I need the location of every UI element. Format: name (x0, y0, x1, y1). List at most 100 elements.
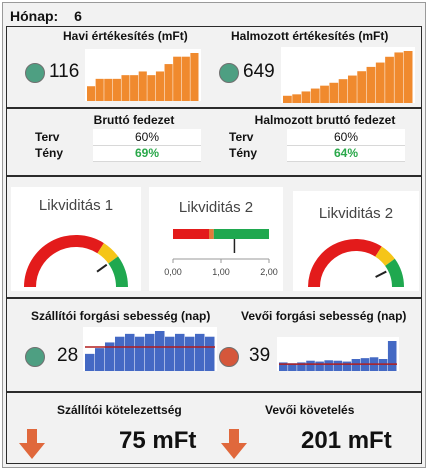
liquidity-1-gauge-band (97, 243, 119, 264)
monthly-sales-bar (155, 71, 165, 101)
cumulative-actual-label: Tény (229, 146, 258, 160)
liquidity-2-tick-label: 2,00 (260, 267, 278, 277)
gross-margin-actual-row: Tény 69% (31, 145, 201, 162)
cumulative-sales-bar (338, 79, 348, 103)
turnover-section: Szállítói forgási sebesség (nap) Vevői f… (6, 298, 422, 392)
liquidity-1-title: Likviditás 1 (38, 197, 114, 214)
supplier-turnover-bar (205, 336, 215, 371)
supplier-turnover-indicator (25, 347, 45, 367)
down-arrow-icon (19, 429, 45, 459)
cumulative-sales-bar (301, 91, 311, 103)
monthly-sales-bar (87, 86, 96, 101)
liquidity-2-bullet-chart: 0,00 1,00 2,00 (164, 229, 278, 277)
receivables-title: Vevői követelés (265, 403, 355, 417)
gross-plan-label: Terv (35, 130, 60, 144)
receivables-value: 201 mFt (301, 427, 392, 454)
customer-turnover-indicator (219, 347, 239, 367)
cumulative-sales-bar (283, 95, 292, 103)
supplier-turnover-bar (145, 333, 155, 371)
liquidity-2-gauge-band (385, 258, 404, 287)
liquidity-2-gauge-needle (375, 270, 387, 278)
liquidity-2-tick-label: 1,00 (212, 267, 230, 277)
liquidity-2-gauge-band (375, 246, 395, 266)
supplier-turnover-bar (185, 336, 195, 371)
supplier-turnover-bar (95, 348, 105, 371)
supplier-turnover-bar (135, 336, 145, 371)
monthly-sales-bar (95, 78, 104, 101)
monthly-sales-chart (85, 49, 201, 101)
cumulative-sales-indicator (219, 63, 239, 83)
customer-turnover-bar (342, 361, 352, 371)
gross-actual-label: Tény (35, 146, 64, 160)
liquidity-1-gauge-band (108, 256, 128, 287)
cumulative-sales-bar (292, 94, 302, 103)
liquidity-section: Likviditás 1 Likviditás 2 0,00 1,00 2,00 L… (6, 176, 422, 298)
sales-section: Havi értékesítés (mFt) Halmozott értékes… (6, 26, 422, 108)
cumulative-sales-value: 649 (243, 61, 275, 82)
gross-margin-title: Bruttó fedezet (93, 113, 175, 127)
monthly-sales-bar (121, 75, 130, 101)
gross-plan-value: 60% (93, 129, 201, 146)
customer-turnover-bar (297, 362, 306, 371)
cumulative-sales-bar (366, 66, 376, 103)
gross-margin-block: Bruttó fedezet Terv 60% Tény 69% (31, 113, 201, 162)
monthly-sales-bar (164, 64, 173, 101)
supplier-turnover-bar (175, 333, 185, 371)
monthly-sales-bar (138, 71, 147, 101)
cumulative-sales-bar (320, 85, 329, 103)
supplier-turnover-bar (125, 333, 135, 371)
liquidity-2-gauge (308, 239, 404, 287)
cumulative-sales-bar (329, 82, 339, 103)
cumulative-sales-bar (403, 51, 413, 103)
cumulative-sales-bar (375, 62, 385, 103)
cumulative-plan-label: Terv (229, 130, 254, 144)
supplier-turnover-bar (115, 336, 125, 371)
monthly-sales-bar (190, 53, 199, 101)
cumulative-sales-bar (357, 71, 367, 103)
supplier-turnover-title: Szállítói forgási sebesség (nap) (31, 309, 211, 323)
customer-turnover-bar (351, 359, 361, 371)
down-arrow-icon (221, 429, 247, 459)
supplier-turnover-chart (83, 327, 217, 371)
month-label: Hónap: (10, 8, 59, 24)
monthly-sales-title: Havi értékesítés (mFt) (63, 29, 188, 43)
monthly-sales-value: 116 (49, 61, 80, 82)
cumulative-sales-bar (394, 52, 404, 103)
monthly-sales-indicator (25, 63, 45, 83)
liquidity-2-band (209, 229, 214, 239)
cumulative-sales-bar (385, 56, 394, 103)
cumulative-sales-bar (310, 88, 320, 103)
customer-turnover-bar (333, 360, 343, 371)
customer-turnover-bar (387, 341, 397, 371)
customer-turnover-bar (279, 362, 288, 371)
supplier-turnover-bar (85, 353, 95, 371)
monthly-sales-bar (173, 56, 182, 101)
cumulative-sales-title: Halmozott értékesítés (mFt) (231, 29, 389, 43)
supplier-turnover-bar (195, 333, 205, 371)
monthly-sales-bar (181, 56, 190, 101)
supplier-turnover-bar (165, 336, 175, 371)
liquidity-2-gauge-band (308, 239, 382, 287)
balance-section: Szállítói kötelezettség Vevői követelés … (6, 392, 422, 464)
supplier-turnover-bar (155, 331, 165, 371)
cumulative-margin-plan-row: Terv 60% (225, 129, 405, 146)
liquidity-1-gauge (24, 235, 128, 287)
gross-margin-plan-row: Terv 60% (31, 129, 201, 146)
liquidity-2-title: Likviditás 2 (178, 199, 254, 216)
liquidity-2-tick-label: 0,00 (164, 267, 182, 277)
liquidity-1-gauge-band (24, 235, 104, 287)
liquidity-2-band (213, 229, 269, 239)
customer-turnover-bar (288, 363, 297, 371)
liquidity-2-band (173, 229, 209, 239)
cumulative-margin-block: Halmozott bruttó fedezet Terv 60% Tény 6… (225, 113, 405, 162)
cumulative-sales-chart (281, 47, 415, 103)
customer-turnover-bar (315, 361, 324, 371)
customer-turnover-value: 39 (249, 345, 271, 366)
customer-turnover-title: Vevői forgási sebesség (nap) (241, 309, 407, 323)
customer-turnover-chart (277, 337, 399, 371)
cumulative-actual-value: 64% (287, 145, 405, 162)
monthly-sales-bar (112, 78, 121, 101)
monthly-sales-bar (147, 75, 156, 101)
cumulative-sales-bar (348, 75, 357, 103)
liquidity-2-gauge-card: Likviditás 2 (293, 191, 419, 291)
